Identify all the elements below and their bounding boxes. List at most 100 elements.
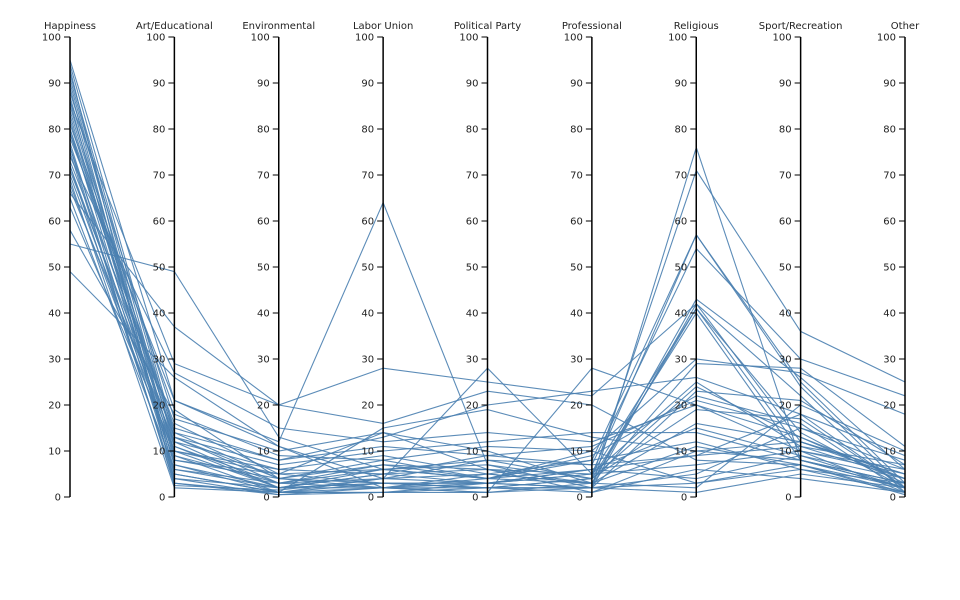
- tick-label: 0: [263, 493, 269, 504]
- tick-label: 60: [361, 217, 374, 228]
- axis-title: Art/Educational: [136, 21, 213, 32]
- tick-label: 80: [153, 125, 166, 136]
- tick-label: 80: [257, 125, 270, 136]
- tick-label: 60: [257, 217, 270, 228]
- tick-label: 60: [883, 217, 896, 228]
- tick-label: 20: [257, 401, 270, 412]
- tick-label: 100: [773, 33, 792, 44]
- tick-label: 50: [466, 263, 479, 274]
- tick-label: 30: [466, 355, 479, 366]
- axis-title: Other: [891, 21, 920, 32]
- tick-label: 30: [570, 355, 583, 366]
- axes: 0102030405060708090100Happiness010203040…: [42, 21, 920, 504]
- tick-label: 10: [257, 447, 270, 458]
- axis-title: Sport/Recreation: [759, 21, 843, 32]
- tick-label: 60: [675, 217, 688, 228]
- tick-label: 70: [153, 171, 166, 182]
- tick-label: 60: [48, 217, 61, 228]
- tick-label: 40: [257, 309, 270, 320]
- tick-label: 60: [466, 217, 479, 228]
- tick-label: 80: [883, 125, 896, 136]
- tick-label: 50: [153, 263, 166, 274]
- tick-label: 80: [361, 125, 374, 136]
- tick-label: 100: [564, 33, 583, 44]
- tick-label: 0: [577, 493, 583, 504]
- tick-label: 30: [257, 355, 270, 366]
- tick-label: 40: [48, 309, 61, 320]
- tick-label: 100: [877, 33, 896, 44]
- tick-label: 80: [466, 125, 479, 136]
- tick-label: 10: [675, 447, 688, 458]
- axis-title: Environmental: [242, 21, 315, 32]
- tick-label: 70: [361, 171, 374, 182]
- tick-label: 0: [55, 493, 61, 504]
- axis-title: Happiness: [44, 21, 96, 32]
- axis-title: Labor Union: [353, 21, 413, 32]
- tick-label: 60: [153, 217, 166, 228]
- tick-label: 50: [779, 263, 792, 274]
- tick-label: 40: [779, 309, 792, 320]
- tick-label: 0: [472, 493, 478, 504]
- tick-label: 0: [159, 493, 165, 504]
- tick-label: 90: [779, 79, 792, 90]
- tick-label: 40: [570, 309, 583, 320]
- tick-label: 30: [675, 355, 688, 366]
- tick-label: 80: [48, 125, 61, 136]
- tick-label: 50: [361, 263, 374, 274]
- tick-label: 20: [779, 401, 792, 412]
- tick-label: 80: [570, 125, 583, 136]
- tick-label: 50: [570, 263, 583, 274]
- tick-label: 90: [48, 79, 61, 90]
- tick-label: 30: [361, 355, 374, 366]
- axis-title: Political Party: [454, 21, 521, 32]
- tick-label: 90: [153, 79, 166, 90]
- tick-label: 20: [48, 401, 61, 412]
- tick-label: 100: [355, 33, 374, 44]
- tick-label: 100: [668, 33, 687, 44]
- tick-label: 40: [675, 309, 688, 320]
- tick-label: 50: [257, 263, 270, 274]
- tick-label: 0: [785, 493, 791, 504]
- tick-label: 20: [361, 401, 374, 412]
- tick-label: 20: [570, 401, 583, 412]
- tick-label: 30: [883, 355, 896, 366]
- tick-label: 10: [153, 447, 166, 458]
- tick-label: 90: [883, 79, 896, 90]
- tick-label: 100: [459, 33, 478, 44]
- tick-label: 70: [257, 171, 270, 182]
- tick-label: 40: [153, 309, 166, 320]
- tick-label: 50: [675, 263, 688, 274]
- tick-label: 90: [570, 79, 583, 90]
- axis-title: Professional: [562, 21, 622, 32]
- tick-label: 100: [251, 33, 270, 44]
- tick-label: 50: [48, 263, 61, 274]
- axis-title: Religious: [674, 21, 719, 32]
- tick-label: 40: [361, 309, 374, 320]
- tick-label: 70: [779, 171, 792, 182]
- tick-label: 80: [779, 125, 792, 136]
- tick-label: 10: [570, 447, 583, 458]
- tick-label: 50: [883, 263, 896, 274]
- tick-label: 90: [675, 79, 688, 90]
- tick-label: 20: [466, 401, 479, 412]
- tick-label: 90: [257, 79, 270, 90]
- tick-label: 20: [883, 401, 896, 412]
- tick-label: 20: [153, 401, 166, 412]
- tick-label: 70: [883, 171, 896, 182]
- tick-label: 30: [779, 355, 792, 366]
- tick-label: 40: [466, 309, 479, 320]
- tick-label: 70: [570, 171, 583, 182]
- tick-label: 90: [466, 79, 479, 90]
- tick-label: 10: [883, 447, 896, 458]
- tick-label: 0: [368, 493, 374, 504]
- tick-label: 70: [675, 171, 688, 182]
